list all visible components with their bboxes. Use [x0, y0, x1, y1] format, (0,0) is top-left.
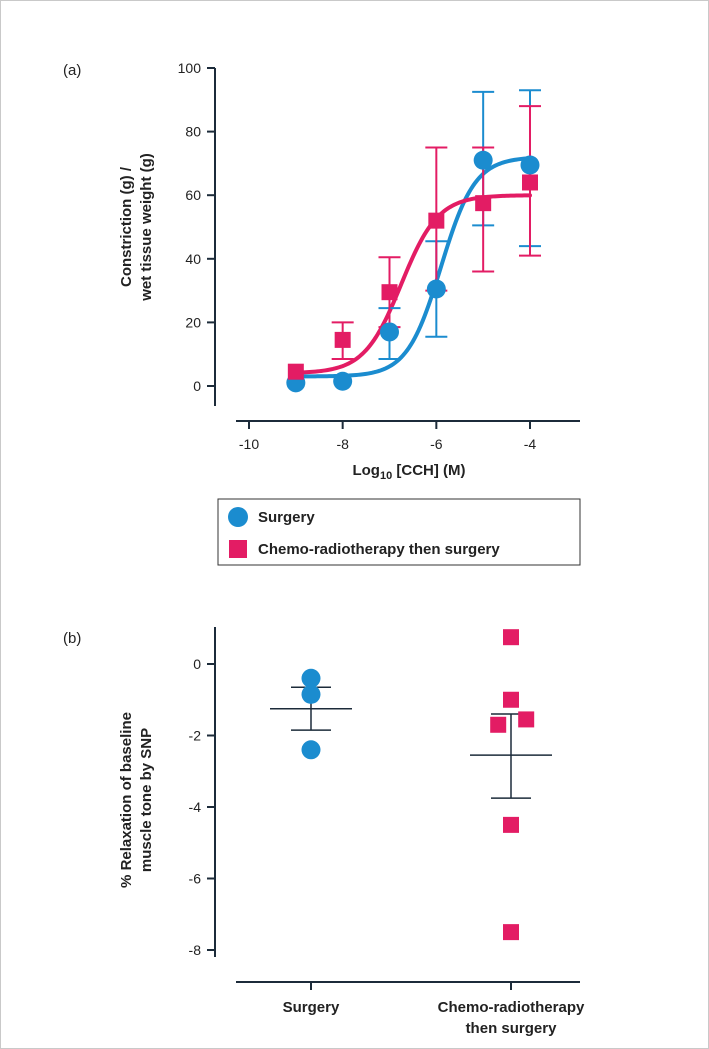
data-point-surgery [301, 668, 321, 688]
fit-curve-chemo [293, 193, 532, 375]
data-point-surgery [301, 740, 321, 760]
x-category-label-b: Chemo-radiotherapy [438, 999, 585, 1016]
y-axis-label-b: % Relaxation of baseline muscle tone by … [118, 712, 155, 888]
x-category-label-b: then surgery [466, 1020, 558, 1037]
y-axis-label-b-line2: muscle tone by SNP [138, 728, 155, 872]
y-ticks-b: 0 -2 -4 -6 -8 [189, 656, 215, 958]
data-point-chemo [428, 212, 445, 229]
panel-a: (a) Constriction (g) / wet tissue weight… [63, 60, 581, 566]
data-point-surgery [520, 155, 540, 175]
x-tick-label-a: -4 [524, 436, 537, 452]
x-axis-label-a-rest: [CCH] (M) [392, 462, 465, 479]
x-axis-label-a-sub: 10 [380, 470, 392, 482]
y-tick-label-b: -6 [189, 871, 202, 887]
data-point-surgery [426, 279, 446, 299]
data-point-chemo [490, 716, 507, 733]
y-ticks-a: 0 20 40 60 80 100 [178, 60, 215, 394]
x-axis-label-a-log: Log [352, 462, 380, 479]
legend-label-surgery: Surgery [258, 509, 315, 526]
x-axis-label-a: Log10 [CCH] (M) [352, 462, 465, 482]
y-tick-label-a: 100 [178, 60, 202, 76]
y-tick-label-a: 0 [193, 378, 201, 394]
y-tick-label-a: 40 [185, 251, 201, 267]
y-axis-label-a: Constriction (g) / wet tissue weight (g) [118, 153, 155, 302]
data-point-chemo [503, 924, 519, 941]
y-axis-label-b-line1: % Relaxation of baseline [118, 712, 135, 888]
legend-label-chemo: Chemo-radiotherapy then surgery [258, 541, 500, 558]
fit-curve-surgery [293, 156, 532, 379]
legend: Surgery Chemo-radiotherapy then surgery [217, 498, 581, 566]
plot-area-a [286, 89, 541, 393]
x-tick-label-a: -10 [239, 436, 259, 452]
data-point-chemo [475, 195, 492, 212]
plot-area-b [270, 629, 552, 941]
data-point-chemo [503, 816, 519, 833]
x-category-labels-b: Surgery Chemo-radiotherapy then surgery [283, 982, 585, 1037]
data-point-chemo [381, 284, 398, 301]
data-point-chemo [522, 174, 538, 191]
data-point-surgery [380, 322, 399, 342]
y-tick-label-a: 60 [185, 187, 201, 203]
panel-b-label: (b) [63, 630, 81, 647]
x-category-label-b: Surgery [283, 999, 340, 1016]
panel-b: (b) % Relaxation of baseline muscle tone… [63, 627, 585, 1037]
data-point-chemo [503, 629, 519, 646]
legend-marker-surgery [228, 507, 248, 527]
legend-marker-chemo [229, 540, 247, 558]
data-point-chemo [334, 331, 351, 348]
data-point-surgery [301, 684, 321, 704]
y-tick-label-b: -2 [189, 728, 202, 744]
panel-a-label: (a) [63, 62, 81, 79]
x-tick-label-a: -8 [336, 436, 349, 452]
y-tick-label-b: 0 [193, 656, 201, 672]
y-tick-label-b: -4 [189, 799, 202, 815]
y-tick-label-b: -8 [189, 942, 202, 958]
x-tick-label-a: -6 [430, 436, 443, 452]
y-axis-label-a-line1: Constriction (g) / [118, 166, 135, 287]
y-axis-label-a-line2: wet tissue weight (g) [138, 153, 155, 302]
data-point-surgery [333, 371, 353, 391]
y-tick-label-a: 20 [185, 314, 201, 330]
data-point-chemo [287, 363, 304, 380]
data-point-surgery [473, 150, 493, 170]
data-point-chemo [518, 711, 535, 728]
data-point-chemo [503, 691, 519, 708]
legend-box [217, 498, 581, 566]
x-ticks-a: -10 -8 -6 -4 [239, 421, 537, 452]
y-tick-label-a: 80 [185, 124, 201, 140]
